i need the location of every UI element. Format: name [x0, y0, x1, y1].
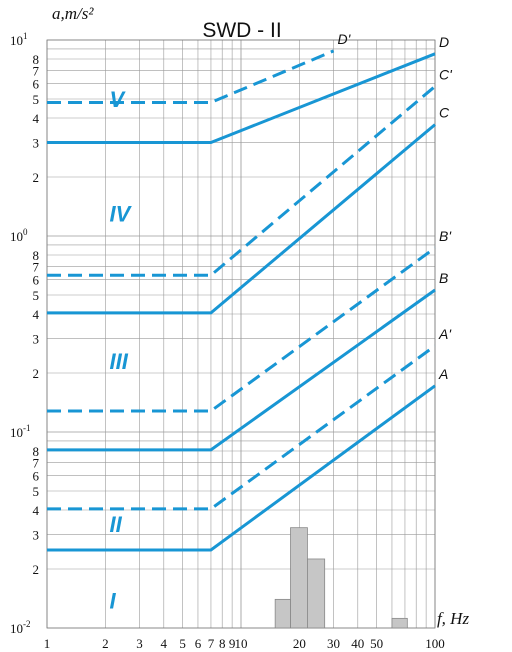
series-label: B: [439, 270, 448, 286]
series-label: B': [439, 228, 452, 244]
x-tick-label: 2: [102, 636, 109, 651]
y-tick-label: 7: [33, 63, 40, 78]
plot-frame: [46, 39, 436, 629]
y-tick-label: 2: [33, 170, 40, 185]
y-tick-label: 8: [33, 444, 40, 459]
histogram-bar: [391, 617, 408, 629]
zone-label: III: [110, 349, 129, 374]
y-axis-label: a,m/s²: [52, 4, 94, 23]
series-label: A: [438, 366, 448, 382]
x-tick-label: 100: [425, 636, 445, 651]
y-tick-label: 7: [33, 259, 40, 274]
series-label: C': [439, 66, 453, 82]
x-tick-label: 7: [208, 636, 215, 651]
x-tick-label: 50: [370, 636, 383, 651]
y-tick-label: 4: [33, 307, 40, 322]
x-tick-label: 6: [195, 636, 202, 651]
zone-label: I: [110, 589, 117, 614]
series-line: [47, 384, 436, 552]
y-tick-label: 2: [33, 562, 40, 577]
y-tick-label: 5: [33, 484, 40, 499]
series-line: [47, 52, 436, 144]
y-tick-exponent: 0: [23, 227, 28, 237]
zone-label: II: [110, 512, 123, 537]
x-tick-label: 9: [229, 636, 236, 651]
x-tick-label: 20: [293, 636, 306, 651]
y-tick-label: 3: [33, 135, 40, 150]
x-tick-label: 10: [235, 636, 248, 651]
series-label: D: [439, 34, 449, 50]
y-tick-label: 4: [33, 111, 40, 126]
line-labels: A A' B B' C C' D D': [338, 31, 454, 382]
zone-label: V: [110, 87, 127, 112]
series-label: D': [338, 31, 352, 47]
histogram-bar: [290, 527, 308, 629]
x-tick-label: 30: [327, 636, 340, 651]
x-axis-label: f, Hz: [437, 609, 470, 628]
y-tick-label: 2: [33, 366, 40, 381]
x-tick-label: 5: [179, 636, 186, 651]
series-line: [47, 85, 436, 277]
series-line: [47, 123, 436, 315]
series-line: [47, 288, 436, 452]
y-tick-label: 8: [33, 52, 40, 67]
y-tick-exponent: -2: [23, 619, 31, 629]
tick-labels: 1 2 3 4 5 6 7 8 9 10 20 30 40 50 10010-210-11001012345…: [10, 31, 445, 651]
y-tick-exponent: 1: [23, 31, 28, 41]
series-line: [47, 344, 436, 511]
chart-title: SWD - II: [202, 19, 281, 42]
y-tick-label: 5: [33, 288, 40, 303]
y-tick-label: 6: [33, 272, 40, 287]
y-tick-label: 7: [33, 455, 40, 470]
series-lines: [47, 49, 436, 552]
y-tick-label: 3: [33, 331, 40, 346]
x-tick-label: 8: [219, 636, 226, 651]
y-tick-label: 6: [33, 76, 40, 91]
y-tick-label: 5: [33, 92, 40, 107]
x-tick-label: 3: [136, 636, 143, 651]
histogram-bar: [307, 558, 326, 629]
histogram-bar: [274, 598, 291, 629]
y-tick-exponent: -1: [23, 423, 31, 433]
series-label: A': [438, 326, 452, 342]
y-tick-label: 6: [33, 468, 40, 483]
y-tick-label: 8: [33, 248, 40, 263]
series-line: [47, 49, 335, 104]
series-label: C: [439, 105, 450, 121]
x-tick-label: 1: [44, 636, 51, 651]
y-tick-label: 3: [33, 527, 40, 542]
x-tick-label: 4: [161, 636, 168, 651]
grid: [46, 39, 436, 629]
histogram-bars: [274, 527, 408, 629]
x-tick-label: 40: [351, 636, 364, 651]
y-tick-label: 4: [33, 503, 40, 518]
zone-label: IV: [110, 202, 133, 227]
series-line: [47, 246, 436, 413]
